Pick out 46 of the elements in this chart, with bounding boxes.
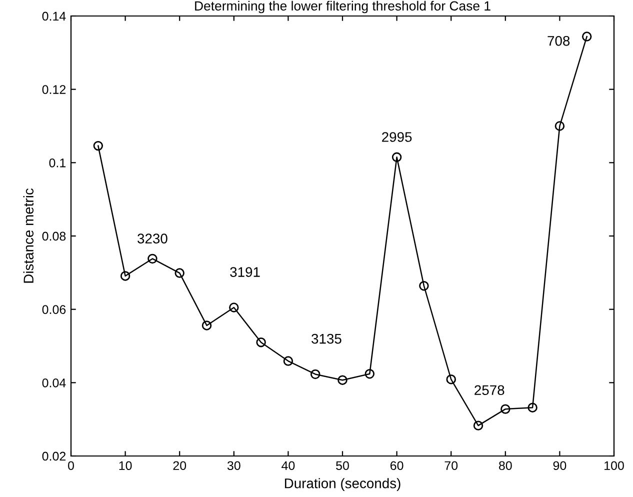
x-tick-label: 10 [119,461,132,470]
point [582,32,592,42]
x-tick-label: 80 [498,461,512,470]
x-tick-label: 60 [390,461,404,470]
point [174,268,184,278]
x-axis-title: Duration (seconds) [284,478,400,492]
point [528,402,538,412]
y-tick-label: 0.14 [42,12,66,21]
point [338,375,348,385]
annotation: 3230 [138,234,168,244]
y-tick-label: 0.12 [42,85,66,94]
point [500,404,510,414]
x-tick-label: 30 [227,461,240,470]
y-tick-label: 0.1 [49,158,66,168]
point [554,121,565,131]
point [310,369,320,380]
x-tick-label: 50 [336,461,349,470]
chart-title: Determining the lower filtering threshold for Case 1 [195,0,490,14]
point [148,254,158,264]
annotation: 2995 [382,132,412,142]
x-tick-label: 40 [282,461,295,470]
x-tick-label: 90 [553,461,566,470]
point [202,320,212,330]
annotation: 2578 [474,385,504,396]
x-tick-label: 100 [604,461,624,470]
x-tick-label: 70 [444,461,458,470]
x-tick-label: 20 [173,461,186,470]
y-tick-label: 0.04 [42,378,66,388]
point [120,271,130,281]
annotation: 3135 [312,334,342,344]
x-tick-label: 0 [68,461,74,470]
annotation: 708 [548,36,570,46]
point [283,356,294,366]
point [256,337,266,348]
y-tick-label: 0.02 [42,452,66,461]
annotation: 3191 [230,267,260,277]
y-tick-label: 0.06 [42,305,66,314]
y-axis-title: Distance metric [23,188,34,283]
point [419,281,429,291]
y-tick-label: 0.08 [42,232,66,241]
point [473,420,484,430]
point [446,374,456,384]
point [229,302,239,312]
point [93,140,104,151]
point [392,152,402,162]
point [364,369,375,379]
